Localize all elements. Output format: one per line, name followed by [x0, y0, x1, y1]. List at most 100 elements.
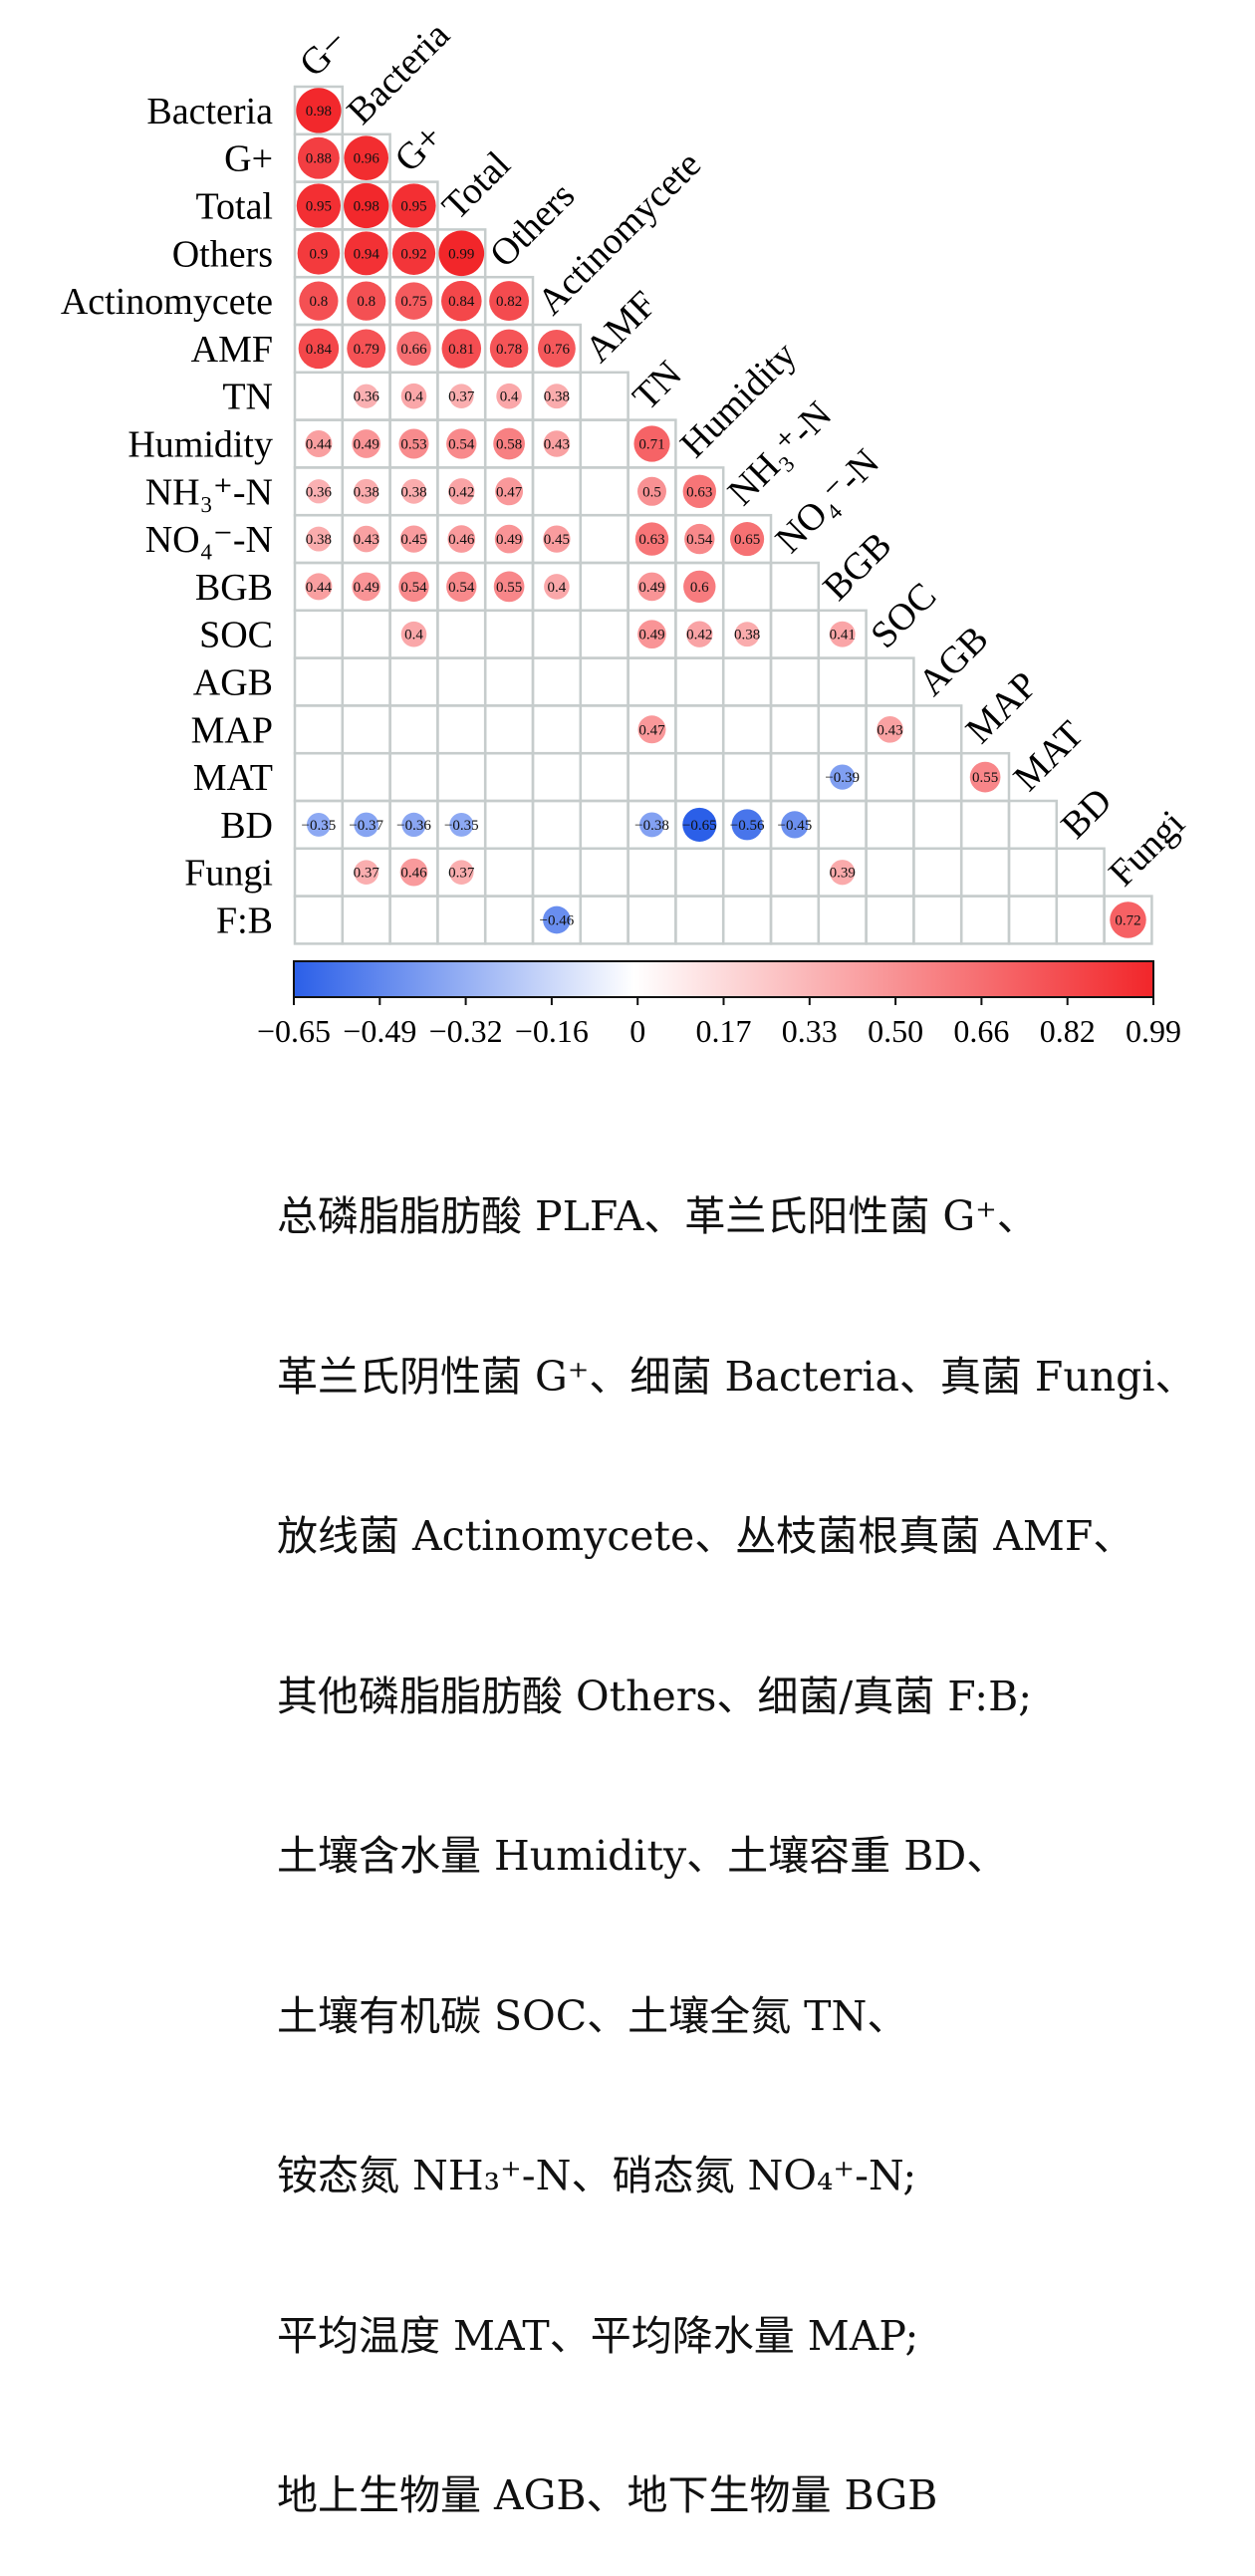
grid-cell — [579, 371, 629, 421]
correlation-value-label: 0.75 — [400, 294, 426, 310]
grid-cell — [436, 704, 487, 755]
correlation-dot — [446, 571, 477, 603]
grid-cell — [579, 847, 629, 898]
grid-cell — [959, 895, 1011, 945]
grid-cell — [627, 895, 677, 945]
caption-line: 铵态氮 NH₃⁺-N、硝态氮 NO₄⁺-N; — [277, 2152, 917, 2199]
column-label: TN — [625, 353, 690, 418]
grid-cell — [483, 799, 535, 851]
colorbar-tick-label: 0.99 — [1126, 1013, 1181, 1049]
grid-cell — [912, 799, 963, 851]
grid-cell — [674, 751, 725, 803]
correlation-dot — [448, 478, 475, 505]
colorbar-tick-label: −0.16 — [515, 1013, 589, 1049]
correlation-dot — [493, 427, 525, 460]
correlation-dot — [686, 621, 713, 647]
row-label: G+ — [224, 138, 273, 180]
circle-layer: 0.98 0.88 0.96 0.95 0.98 0.95 0.9 0.94 0.92 0.99 0… — [296, 88, 1146, 938]
grid-cell — [674, 704, 725, 755]
grid-cell — [1055, 895, 1106, 945]
correlation-dot — [493, 571, 525, 603]
column-label: MAP — [958, 664, 1046, 752]
correlation-value-label: 0.76 — [544, 342, 571, 358]
grid-cell — [436, 895, 487, 945]
correlation-value-label: 0.44 — [306, 580, 333, 596]
grid-cell — [721, 656, 773, 707]
grid-cell — [579, 513, 629, 565]
grid-cell — [388, 656, 439, 707]
correlation-dot — [441, 280, 482, 322]
grid-cell — [721, 847, 773, 898]
correlation-value-label: 0.72 — [1115, 913, 1140, 929]
grid-cell — [721, 704, 773, 755]
caption-line: 土壤有机碳 SOC、土壤全氮 TN、 — [277, 1991, 908, 2040]
correlation-value-label: 0.55 — [972, 770, 998, 786]
caption-line: 革兰氏阴性菌 G⁺、细菌 Bacteria、真菌 Fungi、 — [277, 1352, 1196, 1401]
correlation-value-label: 0.47 — [638, 722, 665, 738]
grid-cell — [627, 847, 677, 898]
correlation-dot — [399, 525, 428, 553]
row-label: Others — [172, 233, 273, 275]
correlation-dot — [441, 329, 482, 369]
grid-cell — [1007, 799, 1059, 851]
column-label: AGB — [910, 618, 996, 703]
correlation-dot — [543, 905, 571, 934]
correlation-value-label: 0.49 — [354, 437, 379, 453]
correlation-dot — [682, 807, 717, 842]
correlation-value-label: 0.9 — [310, 246, 329, 262]
correlation-dot — [969, 761, 1001, 793]
correlation-dot — [494, 524, 524, 554]
correlation-dot — [306, 526, 332, 552]
correlation-dot — [495, 477, 524, 506]
correlation-value-label: 0.92 — [400, 246, 426, 262]
correlation-value-label: 0.37 — [448, 389, 475, 405]
row-label: F:B — [216, 901, 273, 942]
correlation-value-label: 0.96 — [354, 151, 380, 167]
grid-cell — [579, 656, 629, 707]
correlation-dot — [489, 329, 529, 369]
grid-cell — [483, 751, 535, 803]
correlation-dot — [401, 478, 426, 504]
correlation-value-label: 0.4 — [548, 580, 567, 596]
correlation-value-label: 0.49 — [354, 580, 379, 596]
correlation-dot — [634, 522, 669, 556]
caption-line: 总磷脂脂肪酸 PLFA、革兰氏阳性菌 G⁺、 — [277, 1192, 1038, 1240]
correlation-dot — [354, 478, 379, 504]
grid-cell — [579, 609, 629, 659]
correlation-dot — [684, 523, 715, 555]
grid-cell — [769, 561, 821, 613]
correlation-value-label: 0.37 — [448, 866, 475, 882]
correlation-value-label: 0.47 — [496, 484, 523, 500]
grid-cell — [388, 895, 439, 945]
correlation-value-label: 0.38 — [306, 532, 332, 548]
correlation-dot — [1110, 902, 1146, 938]
colorbar-tick-label: −0.49 — [343, 1013, 416, 1049]
colorbar-tick-label: 0.82 — [1040, 1013, 1096, 1049]
row-label: MAP — [191, 709, 273, 751]
grid-cell — [769, 751, 821, 803]
correlation-dot — [297, 232, 341, 275]
grid-cell — [293, 609, 345, 659]
correlation-value-label: 0.38 — [354, 484, 379, 500]
correlation-dot — [830, 860, 856, 886]
correlation-value-label: −0.37 — [349, 818, 383, 834]
correlation-dot — [683, 570, 716, 604]
grid-cell — [674, 895, 725, 945]
column-label: BD — [1053, 780, 1120, 847]
correlation-value-label: 0.98 — [354, 199, 379, 215]
grid-layer — [293, 85, 1153, 945]
grid-cell — [293, 751, 345, 803]
correlation-dot — [306, 812, 331, 837]
correlation-dot — [637, 715, 666, 744]
grid-cell — [1007, 847, 1059, 898]
correlation-value-label: −0.46 — [540, 913, 575, 929]
correlation-value-label: 0.46 — [400, 866, 427, 882]
correlation-value-label: 0.41 — [830, 628, 856, 644]
correlation-value-label: −0.35 — [444, 818, 479, 834]
grid-cell — [579, 561, 629, 613]
caption-line: 土壤含水量 Humidity、土壤容重 BD、 — [277, 1832, 1008, 1880]
grid-cell — [959, 799, 1011, 851]
grid-cell — [674, 656, 725, 707]
colorbar-tick-label: 0.50 — [868, 1013, 923, 1049]
row-label: NH₃⁺-N — [145, 471, 273, 513]
